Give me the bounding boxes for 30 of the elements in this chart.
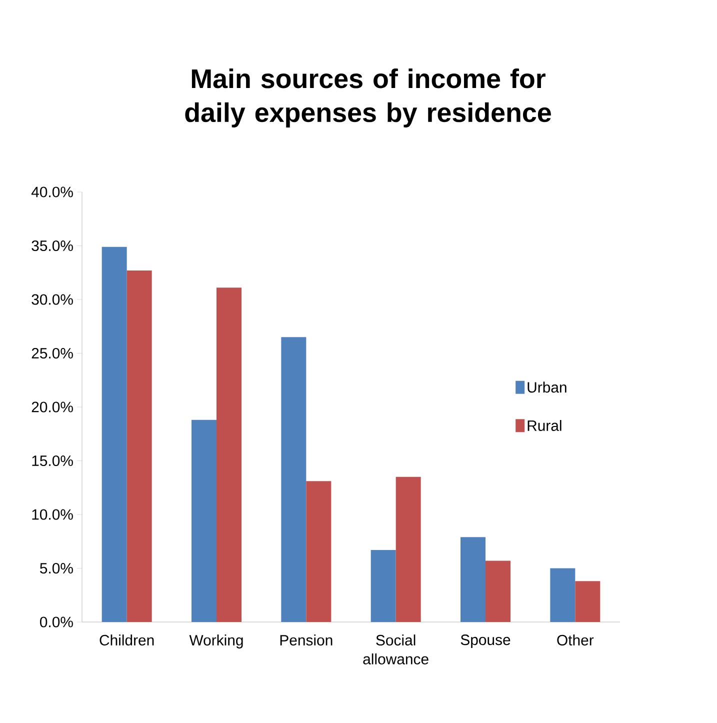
y-tick-label: 0.0% [40,616,73,628]
legend-label: Urban [528,382,566,393]
y-tick-label: 30.0% [32,294,73,305]
y-tick-label: 35.0% [32,240,73,252]
bar [486,560,511,622]
bar [216,288,242,622]
bar [370,550,396,622]
bar [192,420,216,622]
x-tick-label: Other [557,634,594,646]
bar [306,481,332,622]
y-tick-label: 10.0% [32,509,73,520]
x-tick-label: Working [189,634,243,648]
bar [550,568,576,622]
bar [281,337,306,622]
y-tick-label: 40.0% [31,186,73,198]
bar [575,581,600,622]
x-tick-label: Children [100,634,154,646]
bar [126,270,152,622]
y-tick-label: 25.0% [32,348,73,359]
bar [102,246,127,622]
x-tick-label: Pension [280,634,332,646]
y-tick-label: 5.0% [40,562,73,574]
legend-label: Rural [528,420,562,431]
chart-title: Main sources of income for daily expenses by residence [185,68,551,128]
bar [460,537,486,622]
y-tick-label: 20.0% [32,402,73,412]
x-tick-label: Spouse [460,634,510,648]
bar [396,476,421,622]
x-tick-label: Social allowance [363,634,428,664]
y-tick-label: 15.0% [32,455,73,466]
